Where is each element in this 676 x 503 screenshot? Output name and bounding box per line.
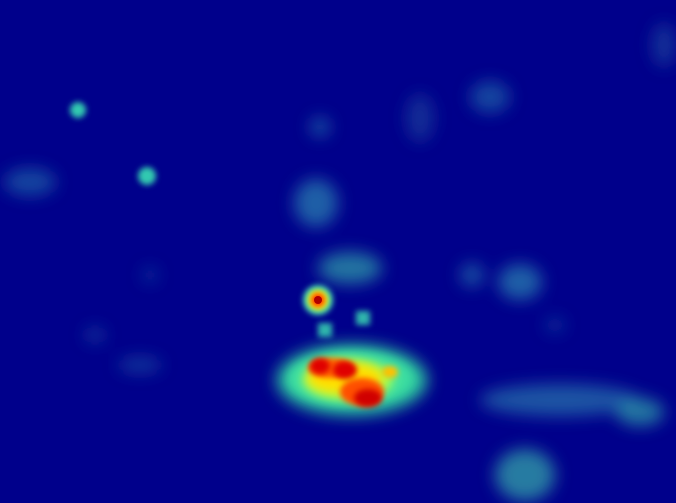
blob-lower-right xyxy=(480,384,640,416)
blob-left-mid xyxy=(4,168,56,196)
spot-left xyxy=(138,167,156,185)
spot-square-2 xyxy=(356,311,370,325)
blob-far-right xyxy=(652,23,676,67)
blob-left-low-2 xyxy=(85,327,105,343)
small-spots xyxy=(70,102,370,337)
blob-right-mid xyxy=(498,264,542,300)
blob-left-low xyxy=(118,357,162,373)
spot-square-1 xyxy=(318,323,332,337)
blob-left-low-3 xyxy=(142,267,158,283)
blob-bottom xyxy=(495,449,555,501)
blob-lower-right-2 xyxy=(616,398,664,426)
blob-right-low xyxy=(545,317,565,333)
spot-top-left xyxy=(70,102,86,118)
small-hotspot xyxy=(303,285,333,315)
blob-center-upper xyxy=(294,179,338,227)
blob-center-band xyxy=(318,252,382,284)
blob-right-mid-2 xyxy=(460,263,484,287)
blob-top-right-2 xyxy=(406,94,434,142)
blob-center-small xyxy=(310,117,330,137)
main-hotspot xyxy=(277,345,427,415)
low-activation-blobs xyxy=(4,23,676,501)
blob-top-right xyxy=(470,81,510,113)
